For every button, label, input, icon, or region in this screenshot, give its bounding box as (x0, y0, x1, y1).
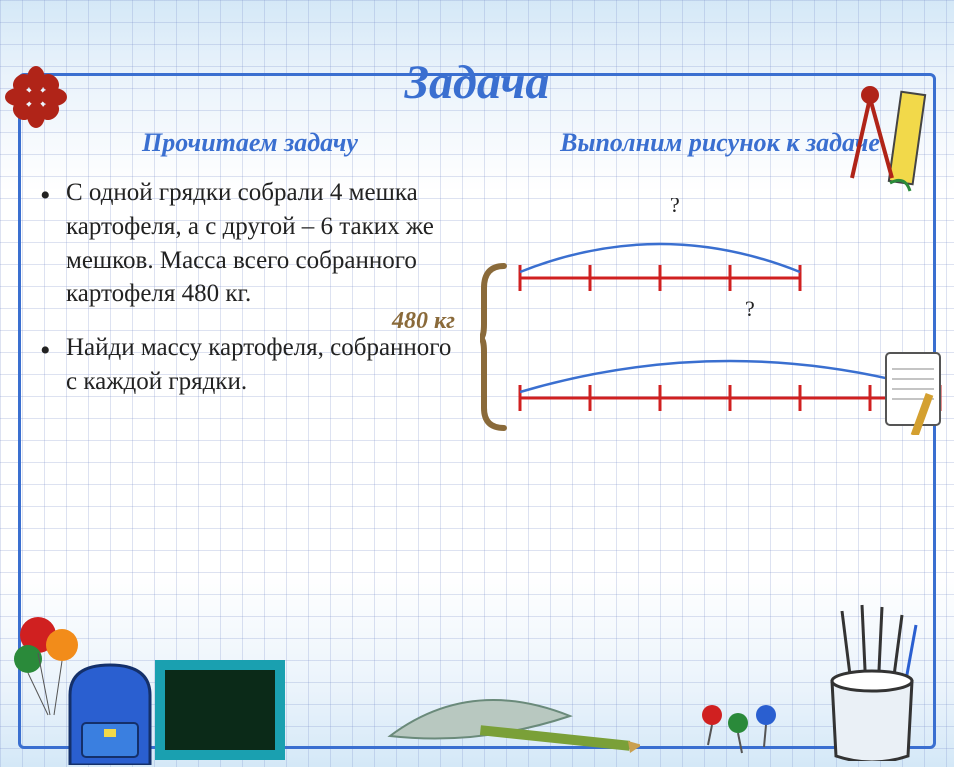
right-subhead: Выполним рисунок к задаче (480, 128, 954, 158)
svg-text:?: ? (670, 198, 680, 217)
feather-pencil-icon (380, 681, 640, 761)
diagram-svg: ?? (480, 198, 954, 498)
schoolbag-icon (10, 595, 290, 765)
segment-diagram: 480 кг ?? (480, 198, 954, 538)
right-column: Выполним рисунок к задаче 480 кг ?? (480, 128, 954, 538)
content-columns: Прочитаем задачу С одной грядки собрали … (0, 128, 954, 538)
svg-text:?: ? (745, 296, 755, 321)
problem-bullets: С одной грядки собрали 4 мешка картофеля… (40, 176, 460, 399)
slide-title: Задача (0, 55, 954, 110)
mass-label: 480 кг (392, 308, 455, 335)
bullet-item: С одной грядки собрали 4 мешка картофеля… (66, 176, 460, 311)
left-subhead: Прочитаем задачу (40, 128, 460, 158)
pushpins-icon (694, 697, 794, 757)
bullet-item: Найди массу картофеля, собранного с кажд… (66, 331, 460, 399)
pencil-cup-icon (812, 601, 932, 761)
